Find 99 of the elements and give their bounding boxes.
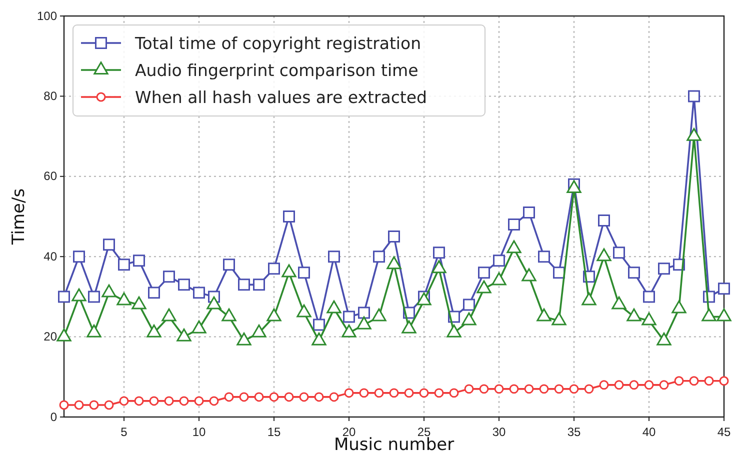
point	[344, 388, 354, 398]
x-tick-label: 45	[717, 425, 731, 439]
point	[433, 246, 445, 259]
point	[404, 388, 414, 398]
point	[508, 218, 520, 231]
point	[538, 250, 550, 263]
point	[389, 388, 399, 398]
point	[598, 214, 610, 227]
point	[358, 306, 370, 319]
point	[478, 266, 490, 279]
point	[658, 262, 670, 275]
point	[329, 392, 339, 402]
point	[374, 388, 384, 398]
point	[613, 246, 625, 259]
point	[479, 384, 489, 394]
point	[118, 258, 130, 271]
point	[584, 384, 594, 394]
point	[239, 392, 249, 402]
point	[224, 392, 234, 402]
point	[419, 388, 429, 398]
point	[674, 376, 684, 386]
point	[238, 278, 250, 291]
point	[524, 384, 534, 394]
legend-label: When all hash values are extracted	[135, 88, 428, 107]
point	[449, 388, 459, 398]
point	[134, 396, 144, 406]
point	[88, 290, 100, 303]
legend-label: Audio fingerprint comparison time	[135, 60, 418, 80]
point	[193, 286, 205, 299]
y-axis-title: Time/s	[9, 188, 29, 246]
point	[643, 290, 655, 303]
point	[359, 388, 369, 398]
point	[223, 258, 235, 271]
y-tick-label: 40	[44, 249, 58, 264]
point	[298, 266, 310, 279]
y-tick-label: 100	[36, 8, 58, 23]
y-tick-label: 60	[44, 169, 58, 184]
point	[179, 396, 189, 406]
x-tick-label: 5	[120, 425, 128, 439]
point	[599, 380, 609, 390]
point	[659, 380, 669, 390]
point	[253, 278, 265, 291]
y-tick-label: 0	[50, 410, 58, 424]
point	[269, 392, 279, 402]
point	[553, 266, 565, 279]
point	[629, 380, 639, 390]
point	[464, 384, 474, 394]
x-tick-label: 40	[642, 425, 656, 439]
point	[89, 400, 99, 410]
x-tick-label: 35	[567, 425, 581, 439]
point	[554, 384, 564, 394]
point	[59, 400, 69, 410]
point	[58, 290, 70, 303]
point	[388, 230, 400, 243]
point	[268, 262, 280, 275]
point	[209, 396, 219, 406]
point	[178, 278, 190, 291]
point	[284, 392, 294, 402]
point	[299, 392, 309, 402]
point	[103, 238, 115, 251]
point	[119, 396, 129, 406]
x-tick-label: 10	[192, 425, 206, 439]
point	[704, 376, 714, 386]
legend-label: Total time of copyright registration	[134, 34, 422, 53]
point	[164, 396, 174, 406]
point	[688, 90, 700, 102]
point	[254, 392, 264, 402]
point	[509, 384, 519, 394]
point	[148, 286, 160, 299]
point	[283, 210, 295, 222]
point	[614, 380, 624, 390]
point	[149, 396, 159, 406]
point	[493, 254, 505, 267]
point	[539, 384, 549, 394]
x-tick-label: 30	[492, 425, 506, 439]
point	[434, 388, 444, 398]
point	[74, 400, 84, 410]
point	[73, 250, 85, 263]
point	[463, 298, 475, 311]
x-tick-label: 15	[267, 425, 281, 439]
point	[133, 254, 145, 267]
point	[343, 310, 355, 323]
point	[194, 396, 204, 406]
point	[523, 206, 535, 218]
point	[163, 270, 175, 283]
point	[373, 250, 385, 263]
point	[313, 318, 325, 331]
y-tick-label: 20	[44, 330, 58, 344]
point	[644, 380, 654, 390]
point	[328, 250, 340, 263]
y-tick-label: 80	[44, 89, 58, 104]
point	[494, 384, 504, 394]
point	[104, 400, 114, 410]
point	[689, 376, 699, 386]
point	[718, 282, 730, 295]
point	[314, 392, 324, 402]
point	[719, 376, 729, 386]
point	[628, 266, 640, 279]
point	[569, 384, 579, 394]
